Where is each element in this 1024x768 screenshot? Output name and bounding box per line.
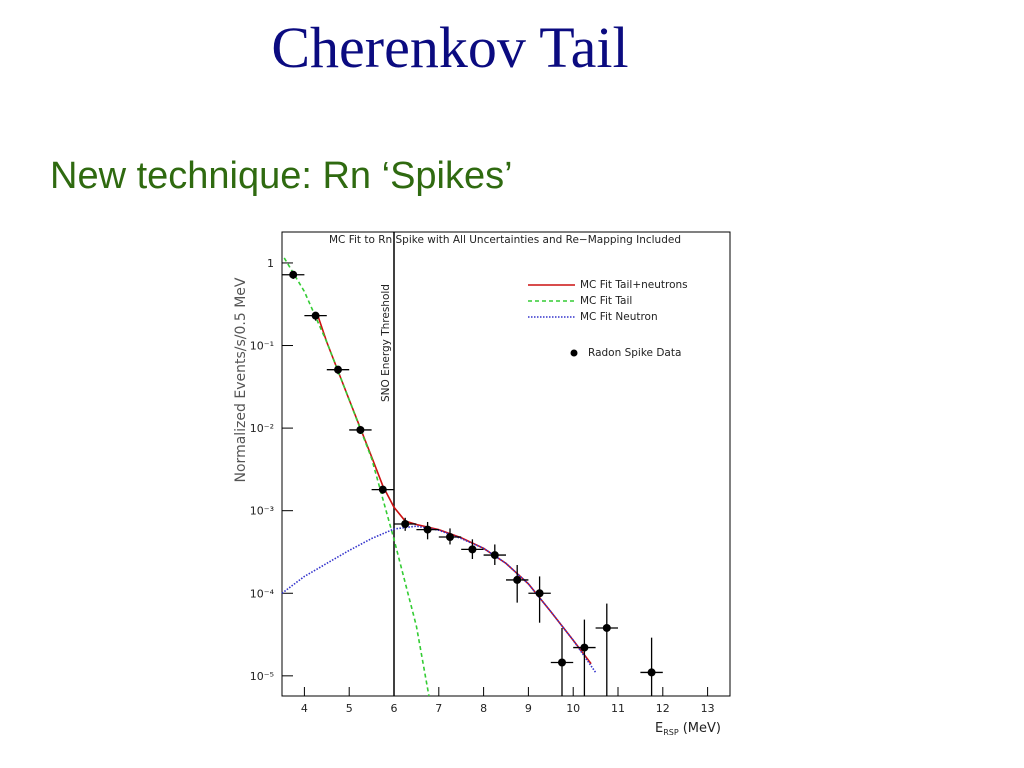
data-point	[356, 425, 365, 434]
data-point	[468, 545, 477, 554]
x-label-unit: (MeV)	[683, 721, 721, 736]
x-tick-label: 5	[346, 702, 353, 715]
data-point	[378, 485, 387, 494]
legend-marker	[570, 349, 578, 357]
data-point	[647, 668, 656, 677]
data-point	[289, 270, 298, 279]
x-axis-label: ERSP (MeV)	[655, 721, 721, 737]
y-tick-label: 10⁻⁴	[250, 587, 275, 600]
data-point	[490, 551, 499, 560]
data-point	[401, 519, 410, 528]
y-axis-label: Normalized Events/s/0.5 MeV	[233, 277, 249, 482]
x-label-sub: RSP	[663, 728, 679, 737]
x-tick-label: 13	[701, 702, 715, 715]
data-point	[602, 623, 611, 632]
y-tick-label: 10⁻¹	[250, 340, 274, 353]
x-tick-label: 10	[566, 702, 580, 715]
y-tick-label: 10⁻³	[250, 505, 274, 518]
bullet: New technique: Rn ‘Spikes’	[50, 155, 513, 197]
data-point	[311, 311, 320, 320]
threshold-label: SNO Energy Threshold	[380, 284, 392, 402]
x-tick-label: 8	[480, 702, 487, 715]
data-point	[334, 365, 342, 374]
x-tick-label: 12	[656, 702, 670, 715]
data-point	[446, 533, 454, 542]
x-tick-label: 6	[391, 702, 398, 715]
chart-title: MC Fit to Rn Spike with All Uncertaintie…	[329, 234, 681, 246]
x-tick-label: 7	[435, 702, 442, 715]
slide-title: Cherenkov Tail	[271, 15, 629, 80]
y-tick-label: 10⁻²	[250, 422, 274, 435]
y-tick-label: 10⁻⁵	[250, 670, 274, 683]
data-point	[580, 643, 589, 652]
data-point	[535, 589, 544, 598]
chart-background	[222, 228, 740, 740]
x-tick-label: 4	[301, 702, 308, 715]
legend-label: MC Fit Tail+neutrons	[580, 279, 688, 291]
legend-label: MC Fit Neutron	[580, 311, 658, 323]
x-tick-label: 11	[611, 702, 625, 715]
x-tick-label: 9	[525, 702, 532, 715]
data-point	[423, 525, 432, 534]
x-label-main: E	[655, 721, 663, 736]
legend-label: MC Fit Tail	[580, 295, 632, 307]
plot-frame	[281, 231, 731, 697]
legend-label: Radon Spike Data	[588, 347, 681, 359]
data-point	[558, 658, 566, 667]
data-point	[513, 575, 522, 584]
y-tick-label: 1	[267, 257, 274, 270]
